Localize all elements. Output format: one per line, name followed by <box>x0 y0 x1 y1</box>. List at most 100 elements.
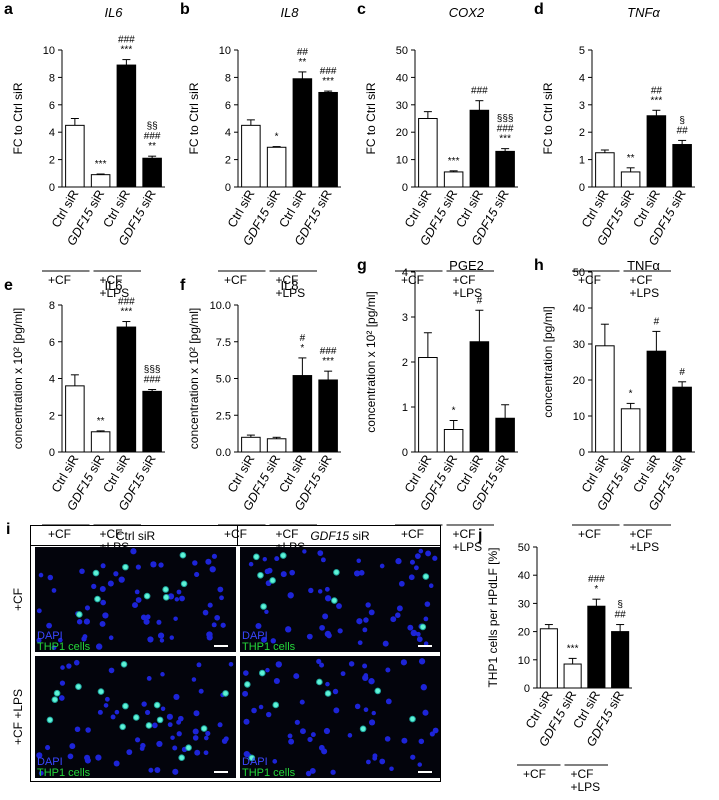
bar <box>90 174 111 188</box>
significance-label: *** <box>322 356 334 367</box>
group-label: +CF <box>401 527 424 541</box>
bar <box>142 390 162 453</box>
nucleus <box>243 750 250 758</box>
panel-letter: a <box>4 1 13 18</box>
nucleus <box>126 749 133 756</box>
nucleus <box>150 561 157 568</box>
nucleus <box>285 626 292 633</box>
y-tick-label: 6 <box>49 337 55 349</box>
nucleus <box>410 629 418 637</box>
significance-label: ** <box>148 141 156 152</box>
nucleus <box>194 571 200 578</box>
y-tick-label: 0.0 <box>216 447 231 459</box>
nucleus <box>287 592 294 599</box>
nucleus <box>140 614 147 621</box>
nucleus <box>172 745 178 751</box>
nucleus <box>118 576 125 583</box>
bar <box>418 357 438 453</box>
nucleus <box>410 754 416 760</box>
thp1-cell <box>76 611 83 618</box>
thp1-cell <box>132 714 140 721</box>
nucleus <box>379 563 385 569</box>
thp1-cell <box>257 571 264 579</box>
y-tick-label: 20 <box>573 375 585 387</box>
error-bar <box>626 402 635 409</box>
nucleus <box>418 738 425 745</box>
nucleus <box>305 770 312 777</box>
nucleus <box>323 727 331 735</box>
significance-label: * <box>275 132 279 143</box>
error-bar <box>475 309 484 342</box>
significance-label: ## <box>297 47 309 58</box>
nucleus <box>365 602 371 608</box>
nucleus <box>289 569 295 576</box>
error-bar <box>678 381 687 388</box>
bar <box>266 146 287 188</box>
nucleus <box>395 612 401 618</box>
chart-title: IL6 <box>104 278 122 293</box>
y-tick-label: 4 <box>49 374 55 386</box>
thp1-cell <box>179 551 187 559</box>
y-tick-label: 0 <box>49 182 55 194</box>
y-tick-label: 2 <box>49 155 55 167</box>
error-bar <box>501 148 510 152</box>
nucleus <box>401 737 408 744</box>
thp1-cell <box>258 669 266 677</box>
nucleus <box>400 659 408 666</box>
nucleus <box>333 707 340 714</box>
nucleus <box>326 632 332 639</box>
nucleus <box>385 667 391 673</box>
y-tick-label: 10 <box>43 45 55 57</box>
nucleus <box>390 616 397 623</box>
error-bar <box>449 420 458 430</box>
nucleus <box>242 690 249 697</box>
nucleus <box>220 622 226 628</box>
y-tick-label: 20 <box>396 127 408 139</box>
thp1-cell <box>269 577 276 584</box>
nucleus <box>317 550 324 556</box>
error-bar <box>148 389 157 392</box>
nucleus <box>217 586 224 593</box>
nucleus <box>389 766 394 771</box>
micrograph <box>240 656 440 778</box>
thp1-cell <box>279 552 287 559</box>
significance-label: ## <box>615 610 627 621</box>
thp1-cell <box>143 592 151 600</box>
nucleus <box>154 767 161 774</box>
y-tick-label: 30 <box>396 100 408 112</box>
stain-label: THP1 cells <box>37 767 91 779</box>
y-tick-label: 50 <box>573 267 585 279</box>
nucleus <box>316 658 322 664</box>
nucleus <box>148 767 154 773</box>
thp1-cell <box>333 568 340 576</box>
nucleus <box>423 616 429 622</box>
nucleus <box>321 748 328 755</box>
nucleus <box>395 558 402 565</box>
thp1-cell <box>122 563 129 571</box>
y-tick-label: 10 <box>518 655 530 667</box>
nucleus <box>348 661 355 667</box>
thp1-cell <box>409 715 416 723</box>
nucleus <box>134 737 141 743</box>
nucleus <box>58 695 65 701</box>
nucleus <box>60 665 65 670</box>
significance-label: # <box>477 295 483 306</box>
nucleus <box>147 636 154 643</box>
thp1-cell <box>51 696 59 703</box>
y-tick-label: 8 <box>225 72 231 84</box>
bar <box>116 64 137 188</box>
y-tick-label: 2 <box>402 357 408 369</box>
nucleus <box>158 562 164 568</box>
significance-label: ### <box>471 86 488 97</box>
panel-letter: b <box>180 1 190 18</box>
chart-title: COX2 <box>449 5 485 20</box>
nucleus <box>223 736 229 742</box>
nucleus <box>206 631 213 638</box>
micrograph <box>35 547 236 652</box>
nucleus <box>51 645 57 651</box>
thp1-cell <box>178 754 185 762</box>
nucleus <box>113 760 120 767</box>
y-tick-label: 10.0 <box>210 300 231 312</box>
nucleus <box>264 609 269 614</box>
group-label: +CF+LPS <box>276 273 306 300</box>
